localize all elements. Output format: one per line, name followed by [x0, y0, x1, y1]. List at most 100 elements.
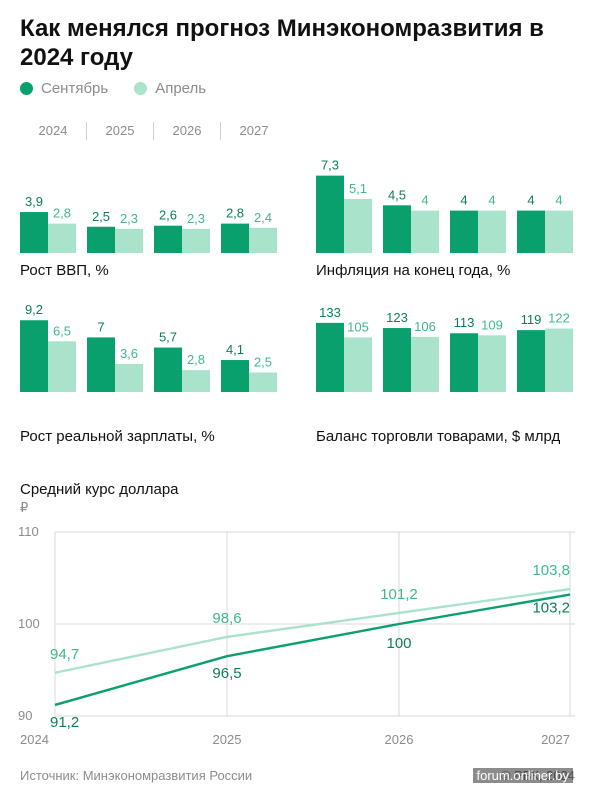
year-header-item: 2026	[154, 122, 221, 140]
bar-label-september-2027: 2,8	[226, 206, 244, 221]
legend-item-april: Апрель	[134, 80, 206, 97]
bar-april-2025	[411, 336, 439, 392]
trade-balance-label: Баланс торговли товарами, $ млрд	[316, 428, 561, 445]
bar-label-september-2025: 123	[386, 310, 408, 325]
page-title: Как менялся прогноз Минэкономразвития в …	[20, 15, 544, 71]
line-label-september-2024: 91,2	[50, 714, 79, 731]
bar-september-2027	[517, 210, 545, 253]
line-label-september-2026: 100	[386, 635, 411, 652]
bar-april-2026	[182, 370, 210, 392]
bar-september-2024	[20, 212, 48, 253]
bar-label-april-2025: 4	[421, 193, 428, 208]
legend: Сентябрь Апрель	[20, 80, 232, 97]
bar-label-april-2026: 2,8	[187, 352, 205, 367]
bar-september-2025	[383, 328, 411, 392]
bar-april-2027	[249, 227, 277, 253]
bar-label-april-2027: 2,5	[254, 355, 272, 370]
bar-label-april-2025: 3,6	[120, 346, 138, 361]
x-tick-label: 2026	[385, 732, 414, 747]
bar-label-september-2027: 119	[521, 312, 542, 327]
year-header: 2024 2025 2026 2027	[20, 122, 287, 140]
bar-september-2027	[221, 223, 249, 253]
usd-rate-unit: ₽	[20, 500, 29, 515]
bar-label-september-2027: 4	[527, 193, 534, 208]
bar-september-2025	[87, 337, 115, 392]
bar-september-2026	[154, 225, 182, 253]
bar-label-september-2024: 9,2	[25, 302, 43, 317]
copyright: © РБК, 2024	[500, 768, 575, 783]
legend-swatch-april	[134, 82, 148, 95]
bar-september-2025	[87, 226, 115, 253]
bar-label-september-2026: 5,7	[159, 330, 177, 345]
x-tick-label: 2024	[20, 732, 49, 747]
bar-label-april-2026: 4	[488, 193, 495, 208]
bar-label-april-2024: 105	[347, 319, 369, 334]
bar-april-2027	[249, 372, 277, 392]
usd-rate-chart: 90 100 110 2024 2025 2026 2027 91,2 96,5 100 103,2…	[18, 524, 575, 747]
bar-april-2027	[545, 210, 573, 253]
bar-september-2024	[20, 320, 48, 392]
bar-label-september-2027: 4,1	[226, 342, 244, 357]
real-wage-chart: 9,2 6,5 7 3,6 5,7 2,8 4,1 2,5	[20, 302, 277, 392]
bar-label-april-2024: 2,8	[53, 206, 71, 221]
bar-september-2027	[221, 360, 249, 392]
bar-april-2024	[344, 198, 372, 253]
bar-april-2025	[115, 228, 143, 253]
bar-april-2025	[411, 210, 439, 253]
year-header-item: 2024	[20, 122, 87, 140]
inflation-chart: 7,3 5,1 4,5 4 4 4 4 4	[316, 158, 573, 253]
line-april	[54, 587, 571, 674]
usd-rate-title: Средний курс доллара	[20, 481, 179, 498]
line-label-september-2027: 103,2	[532, 600, 570, 617]
line-label-april-2027: 103,8	[532, 562, 570, 579]
bar-label-september-2024: 3,9	[25, 194, 43, 209]
inflation-label: Инфляция на конец года, %	[316, 262, 511, 279]
bar-label-april-2025: 2,3	[120, 211, 138, 226]
bar-september-2024	[316, 175, 344, 253]
bar-label-april-2024: 5,1	[349, 181, 367, 196]
bar-september-2027	[517, 330, 545, 392]
bar-label-april-2027: 122	[548, 311, 570, 326]
watermark: forum.onliner.by	[472, 768, 573, 783]
bar-april-2024	[48, 341, 76, 392]
trade-balance-chart: 133 105 123 106 113 109 119 122	[316, 305, 573, 392]
line-label-september-2025: 96,5	[212, 665, 241, 682]
y-tick-label: 110	[18, 524, 39, 539]
bar-label-april-2027: 2,4	[254, 210, 272, 225]
year-header-item: 2027	[239, 123, 269, 138]
line-september	[54, 593, 571, 707]
bar-label-april-2026: 2,3	[187, 211, 205, 226]
bar-label-september-2024: 133	[319, 305, 341, 320]
bar-label-september-2026: 113	[454, 315, 475, 330]
bar-april-2024	[48, 223, 76, 253]
bar-label-september-2026: 4	[460, 193, 467, 208]
bar-label-april-2027: 4	[555, 193, 562, 208]
legend-swatch-september	[20, 82, 33, 95]
bar-label-september-2025: 7	[97, 319, 104, 334]
line-label-april-2025: 98,6	[212, 610, 241, 627]
bar-april-2026	[182, 228, 210, 253]
line-label-april-2026: 101,2	[380, 586, 418, 603]
gdp-growth-label: Рост ВВП, %	[20, 262, 109, 279]
legend-label-september: Сентябрь	[41, 80, 109, 97]
line-label-april-2024: 94,7	[50, 646, 79, 663]
bar-label-september-2025: 4,5	[388, 187, 406, 202]
bar-label-september-2025: 2,5	[92, 209, 110, 224]
legend-item-september: Сентябрь	[20, 80, 108, 97]
bar-april-2026	[478, 335, 506, 392]
legend-label-april: Апрель	[155, 80, 207, 97]
gdp-growth-chart: 3,9 2,8 2,5 2,3 2,6 2,3 2,8 2,4	[20, 194, 277, 253]
x-tick-label: 2025	[213, 732, 242, 747]
bar-april-2024	[344, 337, 372, 392]
bar-april-2027	[545, 328, 573, 392]
source-note: Источник: Минэкономразвития России	[20, 768, 253, 783]
y-tick-label: 100	[18, 616, 40, 631]
year-header-item: 2025	[87, 122, 154, 140]
real-wage-label: Рост реальной зарплаты, %	[20, 428, 215, 445]
bar-label-september-2026: 2,6	[159, 208, 177, 223]
bar-label-april-2025: 106	[414, 319, 436, 334]
y-tick-label: 90	[18, 708, 32, 723]
bar-april-2025	[115, 363, 143, 392]
bar-september-2026	[450, 210, 478, 253]
bar-april-2026	[478, 210, 506, 253]
